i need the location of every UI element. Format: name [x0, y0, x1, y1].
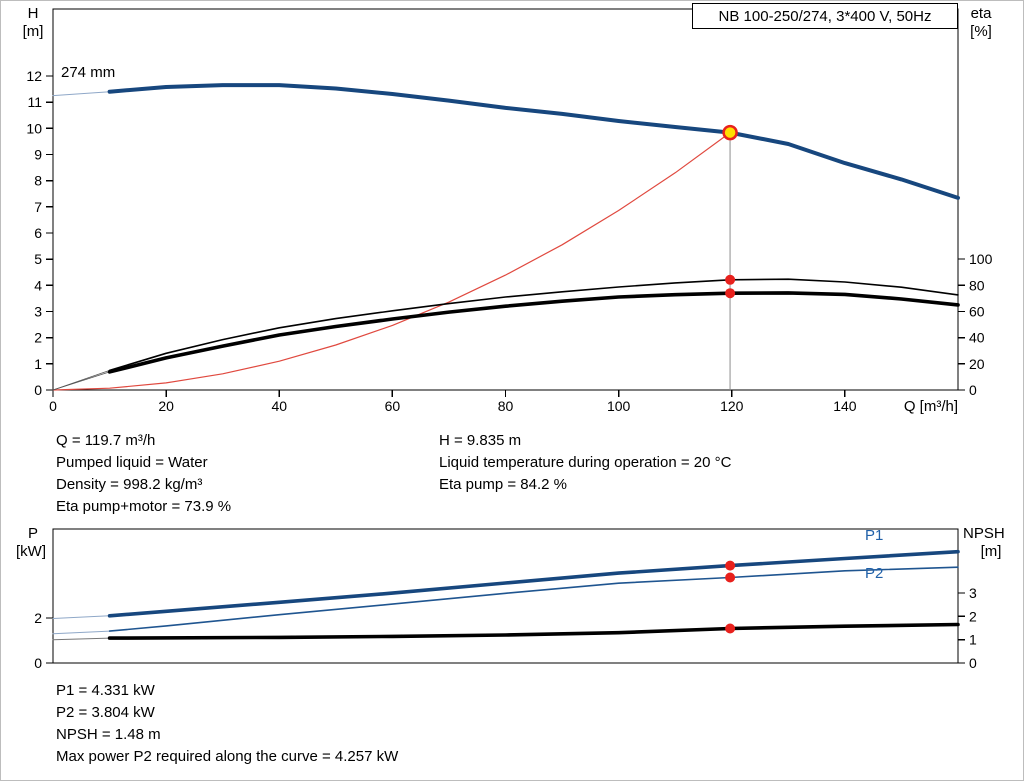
power-npsh-yright-tick-label: 1 [969, 632, 977, 648]
performance-yleft-tick-label: 4 [34, 277, 42, 293]
p-axis-unit: [kW] [16, 543, 46, 560]
eta-pump-motor-point [725, 288, 736, 299]
performance-yright-tick-label: 0 [969, 382, 977, 398]
eta-pump-value: Eta pump = 84.2 % [439, 476, 567, 493]
performance-yright-tick-label: 80 [969, 277, 985, 293]
h-axis-unit: [m] [22, 23, 44, 40]
performance-yleft-tick-label: 0 [34, 382, 42, 398]
performance-yleft-tick-label: 12 [26, 68, 42, 84]
performance-x-tick-label: 60 [385, 398, 401, 414]
performance-frame [52, 8, 959, 391]
impeller-diameter-label: 274 mm [61, 64, 116, 81]
density-value: Density = 998.2 kg/m³ [56, 476, 203, 493]
performance-yright-tick-label: 100 [969, 251, 993, 267]
liquid-temperature-value: Liquid temperature during operation = 20… [439, 454, 732, 471]
performance-yleft-tick-label: 2 [34, 330, 42, 346]
p2-leadin-curve [52, 630, 111, 635]
q-axis-label: Q [m³/h] [903, 398, 958, 415]
p1-curve-label: P1 [865, 527, 884, 544]
performance-yleft-tick-label: 9 [34, 146, 42, 162]
performance-yleft-tick-label: 3 [34, 303, 42, 319]
performance-x-tick-label: 120 [720, 398, 744, 414]
performance-yleft-tick-label: 6 [34, 225, 42, 241]
max-power-note: Max power P2 required along the curve = … [56, 748, 399, 765]
p2-curve [108, 566, 959, 632]
pump-title-box: NB 100-250/274, 3*400 V, 50Hz [692, 3, 958, 29]
eta-axis-label: eta [970, 5, 992, 22]
info-top-left: Q = 119.7 m³/h Pumped liquid = Water Den… [56, 430, 231, 518]
head-274mm-curve [107, 83, 960, 200]
h-axis-label: H [27, 5, 39, 22]
performance-x-tick-label: 40 [271, 398, 287, 414]
flow-value: Q = 119.7 m³/h [56, 432, 156, 449]
pumped-liquid-value: Pumped liquid = Water [56, 454, 208, 471]
head-value: H = 9.835 m [439, 432, 522, 449]
p2-curve-label: P2 [865, 565, 884, 582]
npsh-axis-label: NPSH [963, 525, 1005, 542]
performance-x-tick-label: 100 [607, 398, 631, 414]
performance-yright-tick-label: 60 [969, 303, 985, 319]
performance-yleft-tick-label: 11 [27, 94, 42, 110]
performance-yleft-tick-label: 1 [34, 356, 42, 372]
eta-axis-unit: [%] [970, 23, 992, 40]
power-npsh-yleft-tick-label: 2 [34, 610, 42, 626]
performance-yleft-tick-label: 5 [34, 251, 42, 267]
performance-yright-tick-label: 20 [969, 356, 985, 372]
npsh-leadin-curve [52, 637, 111, 641]
eta-pump-motor-curve [107, 291, 960, 374]
performance-x-tick-label: 20 [158, 398, 174, 414]
power-npsh-yright-tick-label: 3 [969, 585, 977, 601]
npsh-value: NPSH = 1.48 m [56, 726, 161, 743]
p1-point [725, 560, 736, 571]
p2-value: P2 = 3.804 kW [56, 704, 155, 721]
system-curve-curve [52, 132, 731, 391]
eta-pump-motor-value: Eta pump+motor = 73.9 % [56, 498, 232, 515]
p1-leadin-curve [52, 615, 111, 619]
performance-x-tick-label: 0 [49, 398, 57, 414]
power-npsh-yright-tick-label: 2 [969, 608, 977, 624]
p-axis-label: P [27, 525, 38, 542]
performance-yleft-tick-label: 7 [34, 199, 42, 215]
performance-yright-tick-label: 40 [969, 330, 985, 346]
info-bottom: P1 = 4.331 kW P2 = 3.804 kW NPSH = 1.48 … [56, 680, 398, 768]
head-leadin-curve [52, 91, 111, 97]
performance-x-tick-label: 140 [833, 398, 857, 414]
npsh-point [725, 623, 736, 634]
eta-pump-point [725, 274, 736, 285]
npsh-curve [107, 622, 960, 640]
eta-pump-motor-leadin-curve [52, 371, 110, 391]
performance-yleft-tick-label: 8 [34, 173, 42, 189]
power-npsh-yleft-tick-label: 0 [34, 655, 42, 671]
power-npsh-frame [52, 528, 959, 664]
performance-x-tick-label: 80 [498, 398, 514, 414]
info-top-right: H = 9.835 m Liquid temperature during op… [439, 430, 731, 496]
p2-point [725, 572, 736, 583]
power-npsh-yright-tick-label: 0 [969, 655, 977, 671]
eta-pump-curve [108, 278, 959, 372]
p1-value: P1 = 4.331 kW [56, 682, 155, 699]
npsh-axis-unit: [m] [980, 543, 1002, 560]
p1-curve [107, 549, 960, 618]
performance-yleft-tick-label: 10 [26, 120, 42, 136]
duty-point[interactable] [722, 124, 738, 141]
